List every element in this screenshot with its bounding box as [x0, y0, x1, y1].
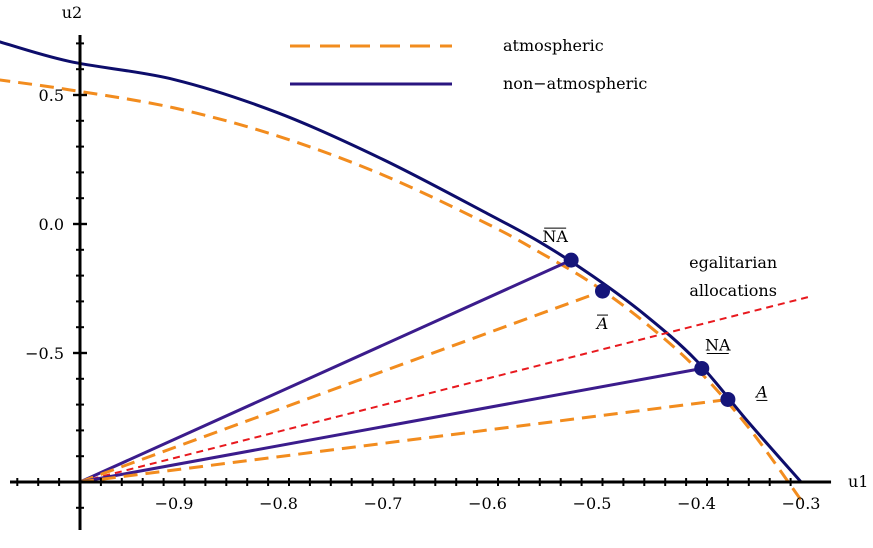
allocation-points — [563, 252, 736, 407]
x-tick-label: −0.6 — [468, 494, 507, 513]
non-atmospheric-frontier-curve — [0, 40, 803, 483]
x-tick-label: −0.5 — [573, 494, 612, 513]
allocation-point-label: A — [754, 382, 768, 401]
y-axis-label: u2 — [62, 3, 82, 22]
text-labels: −0.9 −0.8 −0.7 −0.6 −0.5 −0.4 −0.3 0.5 0.0 −0.5 u1… — [25, 3, 868, 513]
axes — [10, 35, 832, 530]
x-tick-label: −0.7 — [364, 494, 403, 513]
egalitarian-annotation: egalitarian — [689, 253, 777, 272]
ray-3 — [79, 367, 703, 484]
allocation-point — [595, 283, 610, 299]
legend: atmospheric non−atmospheric — [290, 36, 647, 93]
allocation-point — [694, 360, 710, 376]
x-tick-label: −0.4 — [677, 494, 716, 513]
x-tick-label: −0.3 — [782, 494, 821, 513]
frontier-curves — [0, 40, 803, 501]
ray-1 — [79, 258, 572, 484]
allocation-point-label: NA — [705, 335, 731, 354]
egalitarian-annotation: allocations — [689, 281, 777, 300]
x-tick-label: −0.9 — [155, 494, 194, 513]
x-tick-label: −0.8 — [259, 494, 298, 513]
y-tick-label: 0.0 — [39, 215, 64, 234]
legend-label: atmospheric — [503, 36, 604, 55]
allocation-point — [720, 391, 736, 407]
egalitarian-line — [79, 295, 812, 483]
ray-2 — [79, 289, 604, 484]
y-tick-label: −0.5 — [25, 344, 64, 363]
allocation-point — [563, 252, 579, 268]
allocation-point-label: NA — [542, 227, 568, 246]
x-axis-label: u1 — [848, 472, 868, 491]
atmospheric-frontier-curve — [0, 78, 803, 501]
allocation-point-label: A — [595, 314, 609, 333]
ray-4 — [79, 397, 729, 484]
allocation-rays — [79, 258, 812, 484]
y-tick-label: 0.5 — [39, 86, 64, 105]
legend-label: non−atmospheric — [503, 74, 647, 93]
